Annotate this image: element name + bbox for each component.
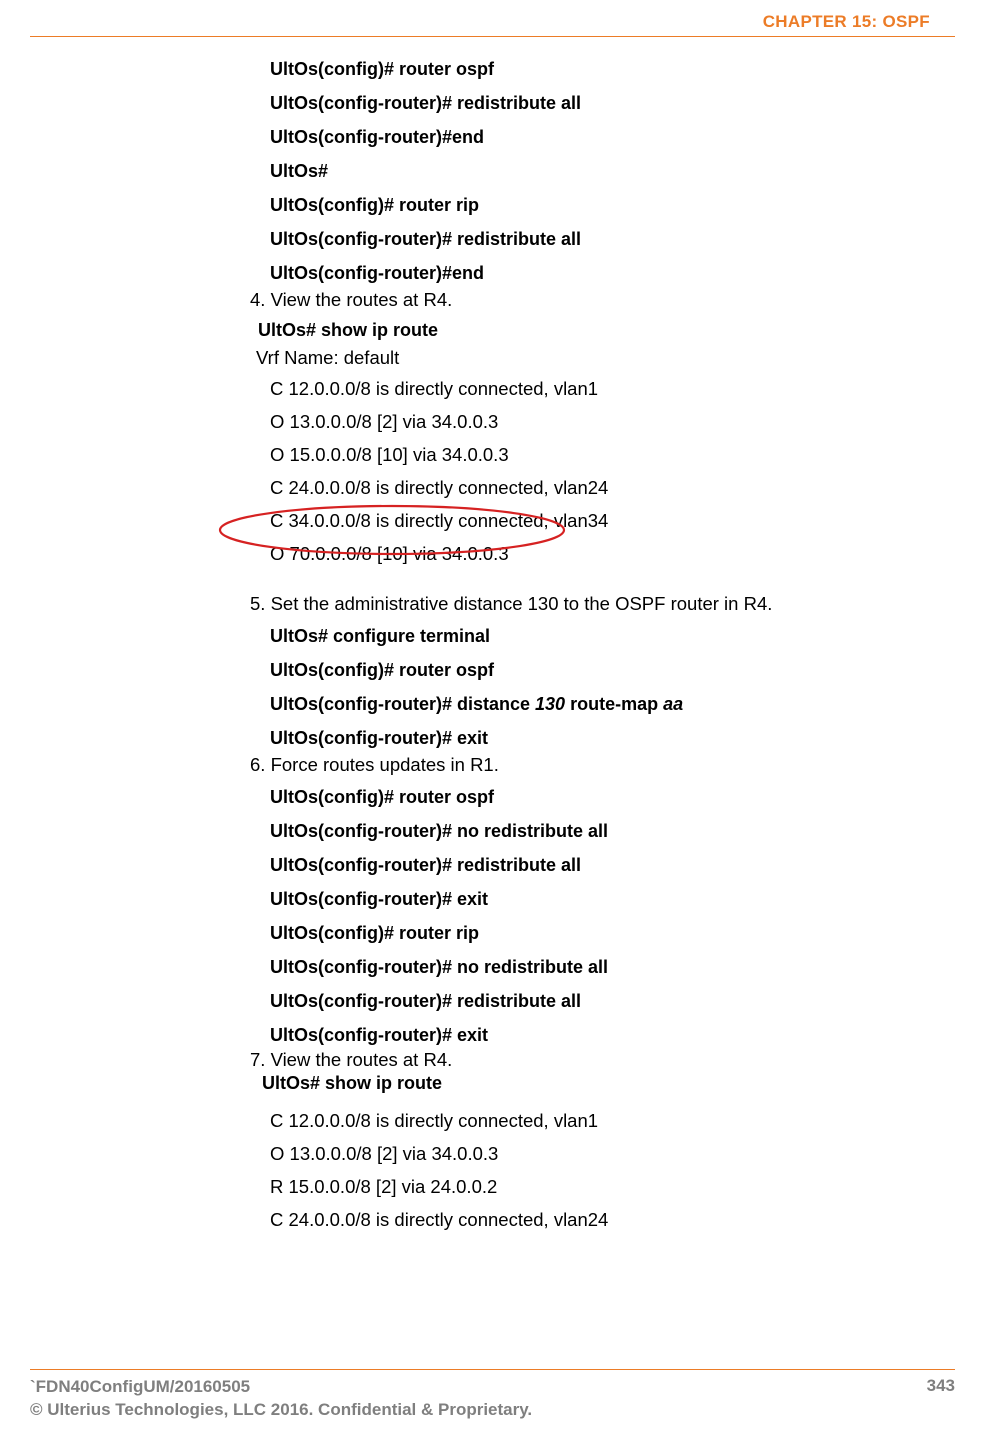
cmd-block-5: UltOs# configure terminal UltOs(config)#…: [250, 626, 925, 749]
step-4: 4. View the routes at R4.: [250, 289, 925, 311]
cmd-line: UltOs#: [270, 161, 925, 182]
chapter-header: CHAPTER 15: OSPF: [763, 12, 930, 32]
cmd-line-distance: UltOs(config-router)# distance 130 route…: [270, 694, 925, 715]
cmd-value: aa: [663, 694, 683, 714]
cmd-line: UltOs(config)# router ospf: [270, 59, 925, 80]
cmd-line: UltOs(config)# router rip: [270, 923, 925, 944]
cmd-line: UltOs(config-router)# redistribute all: [270, 991, 925, 1012]
cmd-line: UltOs(config)# router rip: [270, 195, 925, 216]
cmd-value: 130: [535, 694, 565, 714]
page-number: 343: [927, 1376, 955, 1396]
cmd-line: UltOs(config-router)#end: [270, 127, 925, 148]
route-line: C 24.0.0.0/8 is directly connected, vlan…: [270, 1209, 925, 1231]
route-line: O 13.0.0.0/8 [2] via 34.0.0.3: [270, 1143, 925, 1165]
cmd-text: UltOs(config-router)# distance: [270, 694, 535, 714]
cmd-block-6: UltOs(config)# router ospf UltOs(config-…: [250, 787, 925, 1046]
route-line: O 13.0.0.0/8 [2] via 34.0.0.3: [270, 411, 925, 433]
cmd-line: UltOs(config-router)# redistribute all: [270, 855, 925, 876]
show-ip-route-cmd: UltOs# show ip route: [258, 320, 925, 341]
route-line: C 34.0.0.0/8 is directly connected, vlan…: [270, 510, 925, 532]
show-ip-route-cmd: UltOs# show ip route: [262, 1073, 925, 1094]
route-line: O 15.0.0.0/8 [10] via 34.0.0.3: [270, 444, 925, 466]
route-line: C 12.0.0.0/8 is directly connected, vlan…: [270, 378, 925, 400]
page: CHAPTER 15: OSPF UltOs(config)# router o…: [0, 0, 985, 1450]
cmd-text: route-map: [565, 694, 663, 714]
content-area: UltOs(config)# router ospf UltOs(config-…: [250, 59, 925, 1242]
route-line: R 15.0.0.0/8 [2] via 24.0.0.2: [270, 1176, 925, 1198]
cmd-line: UltOs# configure terminal: [270, 626, 925, 647]
cmd-line: UltOs(config-router)# no redistribute al…: [270, 821, 925, 842]
copyright: © Ulterius Technologies, LLC 2016. Confi…: [30, 1399, 532, 1422]
step-5: 5. Set the administrative distance 130 t…: [250, 593, 925, 615]
cmd-line: UltOs(config-router)# redistribute all: [270, 229, 925, 250]
doc-id: `FDN40ConfigUM/20160505: [30, 1376, 532, 1399]
footer-row: `FDN40ConfigUM/20160505 © Ulterius Techn…: [30, 1376, 955, 1422]
cmd-line: UltOs(config-router)# no redistribute al…: [270, 957, 925, 978]
cmd-line: UltOs(config-router)# redistribute all: [270, 93, 925, 114]
step-7: 7. View the routes at R4.: [250, 1049, 925, 1071]
route-line-circled: O 70.0.0.0/8 [10] via 34.0.0.3: [270, 543, 925, 565]
header-rule: [30, 36, 955, 37]
routes-block-2: C 12.0.0.0/8 is directly connected, vlan…: [250, 1110, 925, 1231]
routes-block-1: Vrf Name: default C 12.0.0.0/8 is direct…: [250, 347, 925, 565]
cmd-line: UltOs(config-router)# exit: [270, 889, 925, 910]
cmd-line: UltOs(config)# router ospf: [270, 660, 925, 681]
route-line: C 24.0.0.0/8 is directly connected, vlan…: [270, 477, 925, 499]
cmd-line: UltOs(config-router)#end: [270, 263, 925, 284]
cmd-block-1: UltOs(config)# router ospf UltOs(config-…: [250, 59, 925, 284]
vrf-line: Vrf Name: default: [256, 347, 925, 369]
route-line: C 12.0.0.0/8 is directly connected, vlan…: [270, 1110, 925, 1132]
footer: `FDN40ConfigUM/20160505 © Ulterius Techn…: [30, 1369, 955, 1422]
step-6: 6. Force routes updates in R1.: [250, 754, 925, 776]
cmd-line: UltOs(config-router)# exit: [270, 1025, 925, 1046]
cmd-line: UltOs(config-router)# exit: [270, 728, 925, 749]
footer-left: `FDN40ConfigUM/20160505 © Ulterius Techn…: [30, 1376, 532, 1422]
footer-rule: [30, 1369, 955, 1370]
cmd-line: UltOs(config)# router ospf: [270, 787, 925, 808]
